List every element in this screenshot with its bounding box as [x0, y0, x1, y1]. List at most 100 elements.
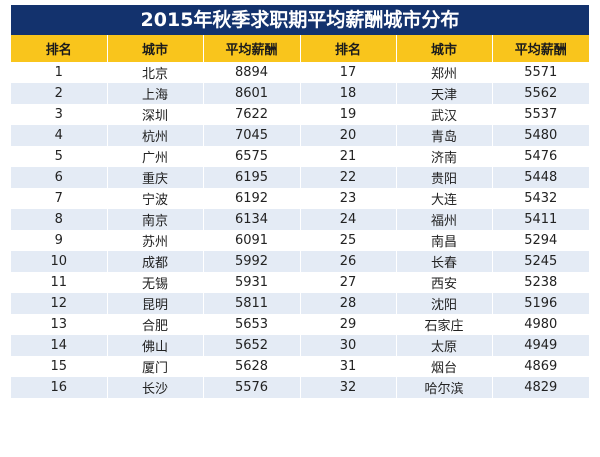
left-city-cell: 南京 — [107, 209, 204, 230]
left-salary-cell: 6134 — [203, 209, 301, 230]
left-city-cell: 无锡 — [107, 272, 204, 293]
left-city-cell: 成都 — [107, 251, 204, 272]
right-city-cell: 天津 — [396, 83, 493, 104]
left-salary-cell: 8894 — [203, 62, 301, 83]
right-salary-cell: 5196 — [492, 293, 589, 314]
left-city-cell: 北京 — [107, 62, 204, 83]
left-rank-cell: 16 — [11, 377, 108, 398]
table-title: 2015年秋季求职期平均薪酬城市分布 — [11, 5, 589, 35]
right-rank-cell: 20 — [300, 125, 397, 146]
table-row: 11 无锡 5931 27 西安 5238 — [11, 272, 589, 293]
left-rank-cell: 14 — [11, 335, 108, 356]
right-salary-cell: 4949 — [492, 335, 589, 356]
left-rank-cell: 10 — [11, 251, 108, 272]
left-salary-cell: 5931 — [203, 272, 301, 293]
left-salary-cell: 6575 — [203, 146, 301, 167]
left-rank-cell: 11 — [11, 272, 108, 293]
right-city-cell: 南昌 — [396, 230, 493, 251]
right-salary-cell: 5480 — [492, 125, 589, 146]
right-city-cell: 太原 — [396, 335, 493, 356]
right-salary-cell: 5245 — [492, 251, 589, 272]
table-row: 3 深圳 7622 19 武汉 5537 — [11, 104, 589, 125]
right-salary-cell: 5238 — [492, 272, 589, 293]
right-rank-cell: 29 — [300, 314, 397, 335]
left-city-cell: 昆明 — [107, 293, 204, 314]
left-rank-cell: 7 — [11, 188, 108, 209]
right-salary-cell: 4829 — [492, 377, 589, 398]
table-row: 8 南京 6134 24 福州 5411 — [11, 209, 589, 230]
right-city-cell: 福州 — [396, 209, 493, 230]
right-rank-cell: 23 — [300, 188, 397, 209]
left-rank-cell: 13 — [11, 314, 108, 335]
left-rank-cell: 2 — [11, 83, 108, 104]
right-salary-cell: 5571 — [492, 62, 589, 83]
header-rank-left: 排名 — [11, 35, 108, 62]
right-rank-cell: 31 — [300, 356, 397, 377]
table-row: 15 厦门 5628 31 烟台 4869 — [11, 356, 589, 377]
table-row: 14 佛山 5652 30 太原 4949 — [11, 335, 589, 356]
left-rank-cell: 9 — [11, 230, 108, 251]
right-rank-cell: 30 — [300, 335, 397, 356]
header-city-left: 城市 — [107, 35, 204, 62]
left-rank-cell: 3 — [11, 104, 108, 125]
table-row: 16 长沙 5576 32 哈尔滨 4829 — [11, 377, 589, 398]
left-rank-cell: 6 — [11, 167, 108, 188]
right-rank-cell: 25 — [300, 230, 397, 251]
left-city-cell: 合肥 — [107, 314, 204, 335]
table-body: 1 北京 8894 17 郑州 5571 2 上海 8601 18 天津 5562 3 深圳 7622 19 武… — [11, 62, 589, 398]
left-salary-cell: 5992 — [203, 251, 301, 272]
right-city-cell: 贵阳 — [396, 167, 493, 188]
left-salary-cell: 5653 — [203, 314, 301, 335]
left-rank-cell: 12 — [11, 293, 108, 314]
table-row: 7 宁波 6192 23 大连 5432 — [11, 188, 589, 209]
left-salary-cell: 8601 — [203, 83, 301, 104]
left-salary-cell: 5811 — [203, 293, 301, 314]
right-salary-cell: 5448 — [492, 167, 589, 188]
right-salary-cell: 5476 — [492, 146, 589, 167]
left-salary-cell: 6195 — [203, 167, 301, 188]
left-city-cell: 杭州 — [107, 125, 204, 146]
header-rank-right: 排名 — [300, 35, 397, 62]
right-city-cell: 青岛 — [396, 125, 493, 146]
right-city-cell: 郑州 — [396, 62, 493, 83]
left-salary-cell: 6192 — [203, 188, 301, 209]
left-salary-cell: 7045 — [203, 125, 301, 146]
right-city-cell: 济南 — [396, 146, 493, 167]
right-salary-cell: 5411 — [492, 209, 589, 230]
left-rank-cell: 8 — [11, 209, 108, 230]
right-salary-cell: 5537 — [492, 104, 589, 125]
left-rank-cell: 4 — [11, 125, 108, 146]
right-salary-cell: 4869 — [492, 356, 589, 377]
header-row: 排名 城市 平均薪酬 排名 城市 平均薪酬 — [11, 35, 589, 62]
left-city-cell: 深圳 — [107, 104, 204, 125]
right-rank-cell: 28 — [300, 293, 397, 314]
salary-table-figure: 2015年秋季求职期平均薪酬城市分布 排名 城市 平均薪酬 排名 城市 平均薪酬… — [11, 5, 589, 450]
salary-table: 排名 城市 平均薪酬 排名 城市 平均薪酬 1 北京 8894 17 郑州 5571 2 上海… — [11, 35, 589, 398]
right-salary-cell: 5432 — [492, 188, 589, 209]
left-city-cell: 上海 — [107, 83, 204, 104]
left-city-cell: 佛山 — [107, 335, 204, 356]
right-salary-cell: 5294 — [492, 230, 589, 251]
left-city-cell: 广州 — [107, 146, 204, 167]
left-city-cell: 宁波 — [107, 188, 204, 209]
left-salary-cell: 5628 — [203, 356, 301, 377]
left-city-cell: 厦门 — [107, 356, 204, 377]
table-row: 12 昆明 5811 28 沈阳 5196 — [11, 293, 589, 314]
table-row: 9 苏州 6091 25 南昌 5294 — [11, 230, 589, 251]
right-city-cell: 大连 — [396, 188, 493, 209]
left-salary-cell: 7622 — [203, 104, 301, 125]
table-row: 4 杭州 7045 20 青岛 5480 — [11, 125, 589, 146]
table-row: 6 重庆 6195 22 贵阳 5448 — [11, 167, 589, 188]
header-city-right: 城市 — [396, 35, 493, 62]
right-city-cell: 烟台 — [396, 356, 493, 377]
table-row: 5 广州 6575 21 济南 5476 — [11, 146, 589, 167]
right-salary-cell: 5562 — [492, 83, 589, 104]
table-row: 10 成都 5992 26 长春 5245 — [11, 251, 589, 272]
left-rank-cell: 5 — [11, 146, 108, 167]
left-salary-cell: 6091 — [203, 230, 301, 251]
header-salary-right: 平均薪酬 — [492, 35, 589, 62]
table-row: 2 上海 8601 18 天津 5562 — [11, 83, 589, 104]
left-salary-cell: 5576 — [203, 377, 301, 398]
right-city-cell: 西安 — [396, 272, 493, 293]
left-city-cell: 长沙 — [107, 377, 204, 398]
